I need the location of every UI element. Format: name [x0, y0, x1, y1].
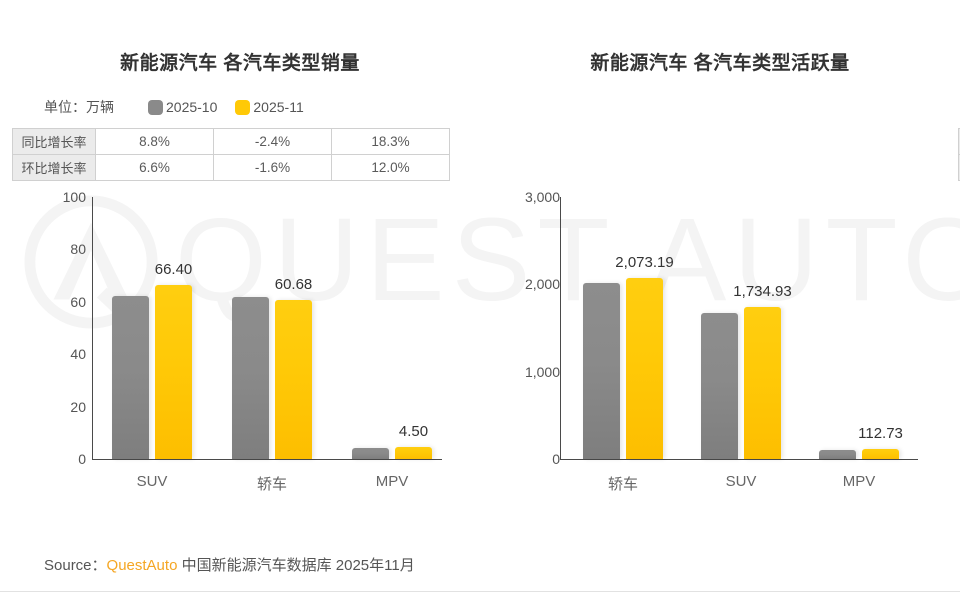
bar-2025-10-轿车[interactable]: [583, 282, 620, 459]
row-header-yoy: 同比增长率: [12, 128, 96, 155]
legend-label-2025-11: 2025-11: [253, 99, 304, 115]
cell-mom-0: 6.6%: [95, 154, 214, 181]
table-row: 环比增长率 2.7% 3.5% 3.8%: [958, 154, 960, 181]
y-axis-tick-label: 0: [552, 451, 560, 467]
panel-active: 新能源汽车 各汽车类型活跃量 单位：万辆 2025-10 2025-11 同比增…: [480, 0, 960, 530]
bar-value-label: 66.40: [154, 261, 193, 279]
bar-2025-11-MPV[interactable]: [862, 449, 899, 459]
table-row: 环比增长率 6.6% -1.6% 12.0%: [12, 154, 450, 181]
x-axis-category-label: MPV: [842, 473, 876, 490]
growth-table-active: 同比增长率 37.3% 48.8% 62.7% 环比增长率 2.7% 3.5% …: [958, 128, 960, 181]
x-axis-category-label: SUV: [725, 473, 757, 490]
bar-2025-11-SUV[interactable]: [744, 307, 781, 459]
legend-item-2025-10-sales[interactable]: 2025-10: [148, 99, 217, 115]
y-axis-tick-label: 40: [70, 346, 86, 363]
legend-swatch-grey-icon: [148, 99, 163, 115]
bar-chart-active: 0 1,000 2,000 3,000 2,073.19 轿车 1,734.93 SUV 11…: [480, 185, 960, 495]
source-prefix: Source：: [44, 557, 107, 574]
cell-yoy-2: 18.3%: [331, 128, 450, 155]
cell-mom-2: 12.0%: [331, 154, 450, 181]
source-line: Source：QuestAuto 中国新能源汽车数据库 2025年11月: [44, 554, 415, 575]
legend-item-2025-11-sales[interactable]: 2025-11: [235, 99, 304, 115]
y-axis-tick-label: 0: [78, 451, 86, 467]
bar-2025-10-SUV[interactable]: [701, 312, 738, 459]
row-header-mom: 环比增长率: [12, 154, 96, 181]
y-axis-tick-label: 60: [70, 293, 86, 310]
page-title-active: 新能源汽车 各汽车类型活跃量: [590, 53, 850, 74]
x-axis-line: [92, 459, 442, 460]
y-axis-tick-label: 100: [62, 189, 86, 205]
table-row: 同比增长率 8.8% -2.4% 18.3%: [12, 128, 450, 155]
y-axis-line: [560, 197, 561, 460]
bar-2025-11-轿车[interactable]: [275, 300, 312, 459]
x-axis-category-label: 轿车: [607, 476, 639, 493]
legend-label-2025-10: 2025-10: [166, 99, 218, 115]
bar-2025-10-MPV[interactable]: [352, 448, 389, 459]
bar-2025-11-轿车[interactable]: [626, 277, 663, 459]
y-axis-tick-label: 1,000: [524, 363, 560, 380]
cell-yoy-1: -2.4%: [213, 128, 332, 155]
bar-2025-11-MPV[interactable]: [395, 447, 432, 459]
growth-table-sales: 同比增长率 8.8% -2.4% 18.3% 环比增长率 6.6% -1.6% …: [12, 128, 450, 181]
x-axis-category-label: 轿车: [256, 476, 288, 493]
x-axis-line: [560, 459, 918, 460]
bar-value-label: 112.73: [858, 425, 903, 443]
x-axis-category-label: SUV: [136, 473, 168, 490]
row-header-mom: 环比增长率: [958, 154, 960, 181]
bar-2025-10-轿车[interactable]: [232, 297, 269, 459]
source-suffix: 中国新能源汽车数据库 2025年11月: [177, 557, 415, 574]
bar-value-label: 60.68: [274, 276, 313, 294]
bar-2025-10-MPV[interactable]: [819, 449, 856, 459]
cell-mom-1: -1.6%: [213, 154, 332, 181]
bar-value-label: 1,734.93: [733, 283, 792, 301]
unit-label-sales: 单位：万辆: [44, 99, 114, 115]
y-axis-tick-label: 3,000: [524, 189, 560, 205]
y-axis-line: [92, 197, 93, 460]
y-axis-tick-label: 80: [70, 241, 86, 258]
y-axis-tick-label: 20: [70, 398, 86, 415]
bar-value-label: 2,073.19: [615, 253, 674, 271]
bar-2025-11-SUV[interactable]: [155, 285, 192, 459]
bar-value-label: 4.50: [398, 423, 429, 441]
legend-swatch-yellow-icon: [235, 99, 251, 115]
legend-sales: 单位：万辆 2025-10 2025-11: [44, 95, 322, 119]
panel-sales: 新能源汽车 各汽车类型销量 单位：万辆 2025-10 2025-11 同比增长…: [0, 0, 480, 530]
y-axis-active: 0 1,000 2,000 3,000: [502, 185, 560, 495]
source-brand: QuestAuto: [106, 557, 178, 574]
x-axis-category-label: MPV: [375, 473, 409, 490]
cell-yoy-0: 8.8%: [95, 128, 214, 155]
page-title-sales: 新能源汽车 各汽车类型销量: [120, 53, 360, 74]
bar-2025-10-SUV[interactable]: [112, 295, 149, 459]
bar-chart-sales: 0 20 40 60 80 100 66.40 SUV 60.68 轿车 4.50 MPV: [0, 185, 480, 495]
y-axis-sales: 0 20 40 60 80 100: [28, 185, 86, 495]
y-axis-tick-label: 2,000: [524, 276, 560, 293]
